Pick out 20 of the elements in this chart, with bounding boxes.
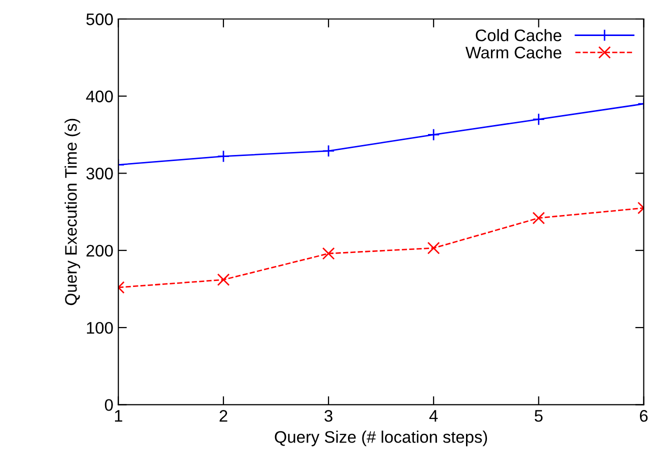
point <box>427 128 440 141</box>
point <box>322 247 335 260</box>
y-tick-label: 0 <box>104 399 113 411</box>
y-tick-label: 500 <box>86 13 113 26</box>
x-tick-label: 5 <box>534 410 543 422</box>
x-tick-label: 6 <box>640 410 648 422</box>
x-axis-title: Query Size (# location steps) <box>274 430 488 446</box>
y-tick-label: 100 <box>86 322 113 334</box>
x-tick-label: 2 <box>220 410 228 422</box>
x-tick-label: 1 <box>115 410 122 422</box>
x-tick-label: 3 <box>324 410 332 422</box>
y-tick-label: 400 <box>86 90 113 102</box>
y-tick-label: 200 <box>86 244 113 257</box>
legend-label: Cold Cache <box>476 29 562 42</box>
legend-label: Warm Cache <box>466 46 562 58</box>
point <box>322 144 335 158</box>
y-axis-title: Query Execution Time (s) <box>64 118 80 306</box>
point <box>427 242 440 254</box>
y-tick-label: 300 <box>86 168 113 180</box>
x-tick-label: 4 <box>429 410 438 422</box>
